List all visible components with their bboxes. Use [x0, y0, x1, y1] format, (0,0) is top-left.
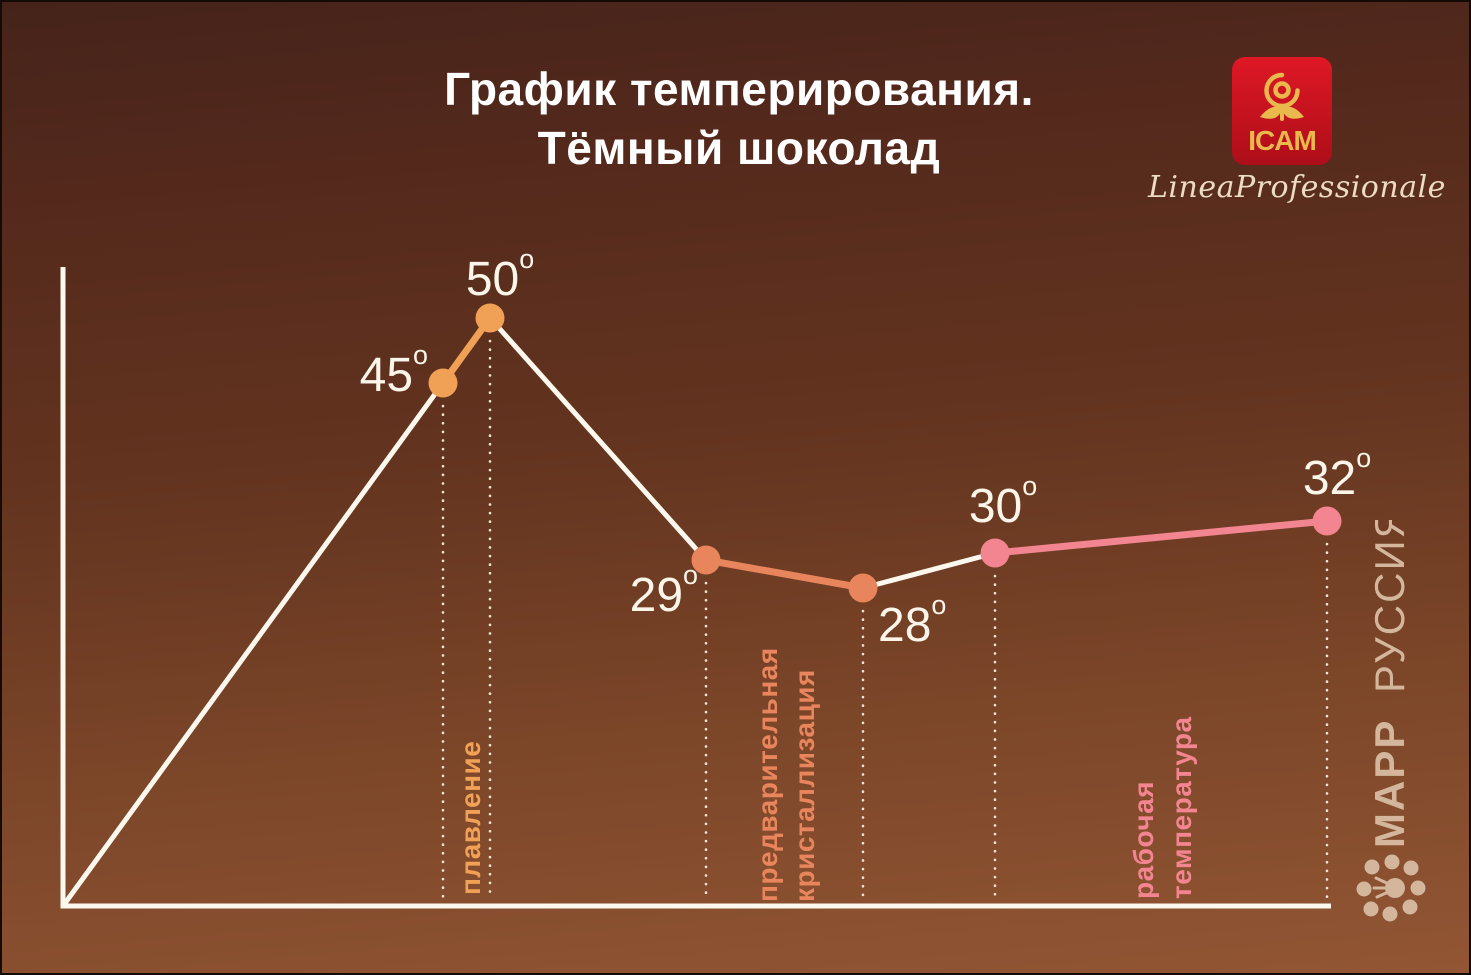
- degree-mark: o: [413, 339, 428, 370]
- page-title-line2: Тёмный шоколад: [537, 121, 941, 174]
- phase-label-precrystallization-line1: предварительная: [752, 647, 783, 902]
- icam-logo-text: ICAM: [1248, 125, 1316, 156]
- degree-mark: o: [1356, 442, 1372, 473]
- temp-value: 28: [878, 599, 932, 652]
- temp-value: 45: [359, 349, 414, 402]
- temp-value: 29: [629, 569, 684, 622]
- degree-mark: o: [519, 243, 535, 274]
- mapp-region: РУССИЯ: [1366, 520, 1413, 693]
- temp-label-50: 50o: [465, 245, 534, 306]
- curve-segment: [991, 517, 1331, 557]
- phase-label-precrystallization-line2: кристаллизация: [789, 669, 820, 902]
- phase-label-melting: плавление: [455, 741, 486, 895]
- curve-segment: [702, 556, 867, 592]
- linea-professionale-label: LineaProfessionale: [1148, 170, 1446, 205]
- temp-value: 50: [465, 253, 520, 306]
- degree-mark: o: [683, 559, 698, 590]
- temp-label-29: 29o: [629, 561, 698, 622]
- rose-icon: [1260, 72, 1304, 121]
- temp-label-45: 45o: [359, 341, 428, 402]
- data-point-50: [475, 303, 505, 333]
- data-point-45: [428, 368, 458, 398]
- degree-mark: o: [1022, 470, 1038, 501]
- icam-logo: ICAM: [1232, 57, 1332, 165]
- temperature-curve: [60, 303, 1342, 909]
- mapp-flower-icon: [1356, 854, 1426, 922]
- temp-label-32: 32o: [1302, 444, 1371, 505]
- curve-segment: [60, 380, 446, 909]
- data-point-30: [980, 538, 1010, 568]
- mapp-russia-label: МАРР РУССИЯ: [1366, 520, 1413, 848]
- temp-label-28: 28o: [878, 591, 946, 652]
- page-title: График темперирования. Тёмный шоколад: [444, 60, 1034, 178]
- phase-label-working-temp-line1: рабочая: [1128, 781, 1159, 899]
- phase-label-working-temp-line2: температура: [1166, 716, 1197, 899]
- curve-segment: [860, 550, 998, 591]
- page-title-line1: График темперирования.: [444, 63, 1034, 115]
- temp-value: 30: [968, 480, 1023, 533]
- data-point-28: [848, 573, 878, 603]
- degree-mark: o: [931, 589, 947, 620]
- mapp-russia-branding: МАРР РУССИЯ: [1356, 520, 1426, 922]
- temp-value: 32: [1302, 452, 1357, 505]
- temp-label-30: 30o: [968, 472, 1037, 533]
- data-point-29: [691, 545, 721, 575]
- data-point-32: [1312, 506, 1342, 536]
- mapp-name: МАРР: [1366, 719, 1413, 848]
- curve-segment: [487, 315, 709, 563]
